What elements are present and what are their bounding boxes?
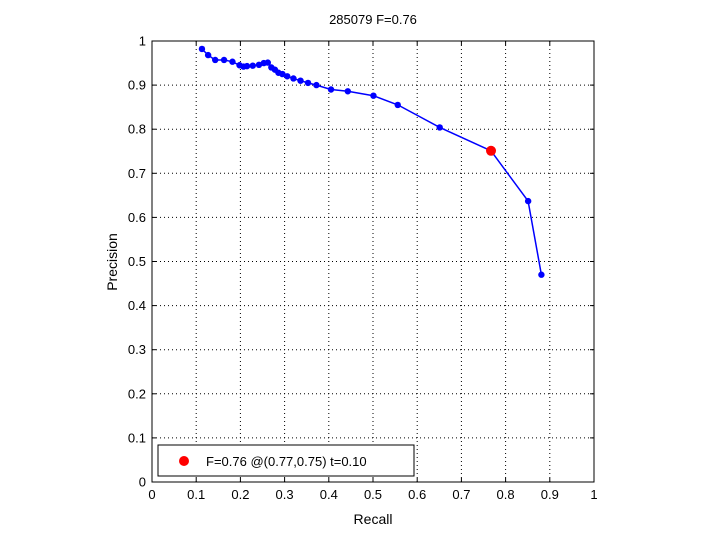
x-tick-label: 1	[590, 487, 597, 502]
data-point	[344, 88, 352, 95]
data-point	[204, 51, 212, 59]
y-tick-label: 0.1	[128, 430, 146, 445]
y-tick-label: 0.2	[128, 386, 146, 401]
data-point	[394, 101, 401, 109]
data-point	[212, 56, 219, 64]
y-tick-labels: 0 0.1 0.2 0.3 0.4 0.5 0.6 0.7 0.8 0.9 1	[128, 34, 146, 490]
x-axis-label: Recall	[354, 511, 393, 527]
data-point	[313, 81, 320, 89]
data-point	[279, 70, 286, 78]
x-tick-label: 0.7	[452, 487, 470, 502]
data-point	[370, 92, 377, 99]
y-tick-label: 0	[139, 475, 146, 490]
data-point	[243, 62, 251, 70]
x-tick-label: 0.8	[497, 487, 515, 502]
y-tick-label: 0.5	[128, 254, 146, 269]
legend: F=0.76 @(0.77,0.75) t=0.10	[157, 444, 415, 477]
y-tick-label: 0.7	[128, 166, 146, 181]
data-point	[524, 197, 532, 205]
y-tick-label: 1	[139, 34, 146, 49]
data-point	[327, 86, 335, 93]
best-f-point	[486, 145, 497, 156]
x-tick-label: 0	[148, 487, 155, 502]
best-f-point-layer	[486, 145, 497, 156]
x-tick-label: 0.1	[187, 487, 205, 502]
x-tick-label: 0.3	[276, 487, 294, 502]
x-tick-label: 0.6	[408, 487, 426, 502]
chart-title: 285079 F=0.76	[329, 12, 417, 27]
y-tick-label: 0.4	[128, 298, 146, 313]
data-point	[304, 79, 312, 87]
data-point	[249, 62, 256, 69]
legend-marker	[179, 456, 189, 466]
y-tick-label: 0.3	[128, 342, 146, 357]
data-point	[198, 45, 206, 53]
x-tick-label: 0.4	[320, 487, 338, 502]
axis-ticks	[151, 40, 595, 483]
series-precision-recall	[198, 45, 545, 278]
x-tick-label: 0.5	[364, 487, 382, 502]
data-point	[255, 61, 263, 69]
data-point	[264, 59, 272, 66]
legend-box	[157, 444, 415, 477]
data-point	[220, 56, 228, 64]
data-point	[284, 73, 291, 80]
y-tick-label: 0.9	[128, 78, 146, 93]
data-point	[436, 124, 443, 131]
grid-lines	[152, 41, 594, 482]
x-tick-label: 0.9	[541, 487, 559, 502]
data-point	[290, 75, 297, 82]
y-tick-label: 0.6	[128, 210, 146, 225]
x-tick-label: 0.2	[231, 487, 249, 502]
data-point	[538, 271, 545, 278]
series-line	[201, 48, 543, 275]
y-tick-label: 0.8	[128, 122, 146, 137]
legend-label: F=0.76 @(0.77,0.75) t=0.10	[206, 454, 367, 469]
data-point	[297, 77, 304, 84]
data-point	[229, 58, 236, 65]
x-tick-labels: 0 0.1 0.2 0.3 0.4 0.5 0.6 0.7 0.8 0.9 1	[148, 487, 597, 502]
y-axis-label: Precision	[104, 233, 120, 291]
